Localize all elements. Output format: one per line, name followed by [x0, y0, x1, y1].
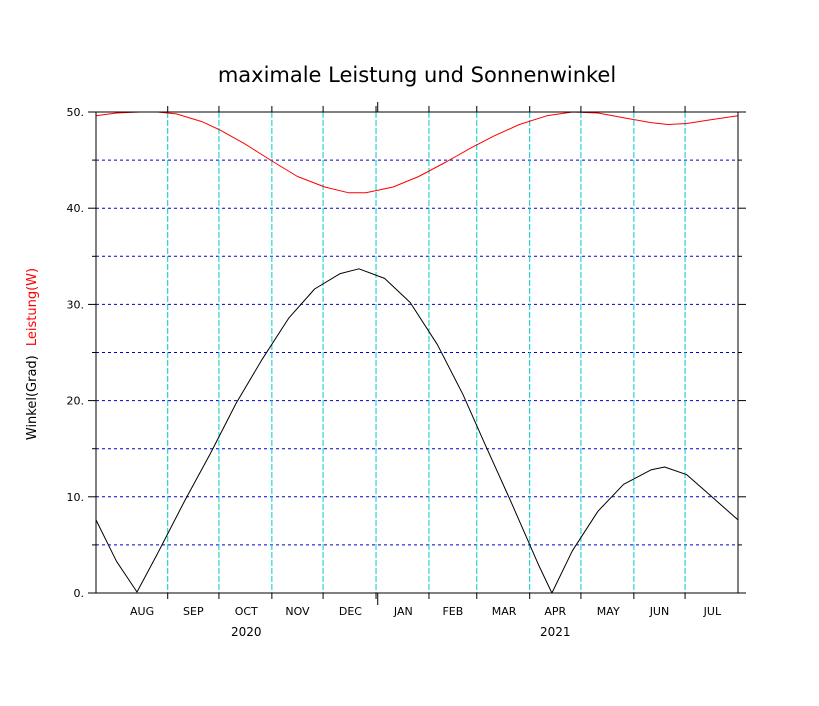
x-tick-label: JAN [393, 605, 413, 618]
y-tick-label: 20. [67, 395, 85, 408]
x-tick-label: NOV [285, 605, 310, 618]
x-year-label: 2020 [231, 625, 262, 639]
series-line-winkel-grad [95, 268, 739, 594]
y-axis-label: Winkel(Grad) Leistung(W) [25, 268, 40, 440]
x-year-label: 2021 [540, 625, 571, 639]
x-tick-label: JUL [703, 605, 722, 618]
x-tick-label: DEC [339, 605, 362, 618]
x-tick-label: JUN [649, 605, 670, 618]
y-axis-label-angle: Winkel(Grad) [25, 355, 40, 440]
x-tick-label: AUG [130, 605, 154, 618]
grid-layer [96, 112, 738, 593]
y-tick-label: 10. [67, 491, 85, 504]
x-tick-label: SEP [183, 605, 204, 618]
series-layer [95, 111, 739, 594]
chart-title: maximale Leistung und Sonnenwinkel [218, 63, 616, 87]
x-tick-label: OCT [235, 605, 258, 618]
labels-layer: 0. 10. 20. 30. 40. 50. AUG SEP OCT NOV DEC JAN FEB MA… [67, 106, 722, 639]
y-tick-label: 40. [67, 202, 85, 215]
series-line-leistung-w [95, 111, 739, 194]
x-tick-label: APR [544, 605, 566, 618]
x-tick-label: MAR [492, 605, 517, 618]
y-tick-label: 0. [74, 587, 85, 600]
axes-layer [88, 102, 746, 605]
y-axis-label-power: Leistung(W) [25, 268, 40, 346]
x-tick-label: MAY [597, 605, 620, 618]
x-tick-label: FEB [442, 605, 463, 618]
y-tick-label: 50. [67, 106, 85, 119]
y-tick-label: 30. [67, 298, 85, 311]
